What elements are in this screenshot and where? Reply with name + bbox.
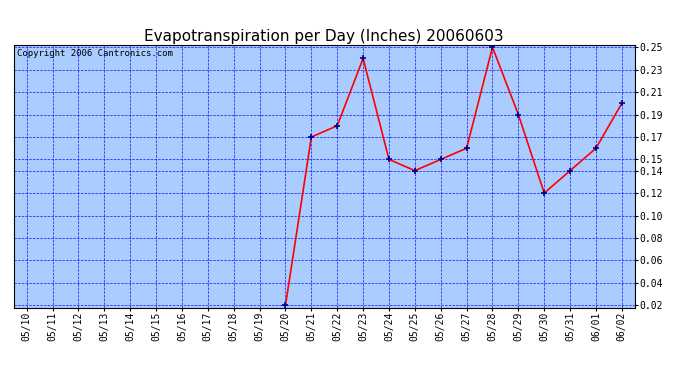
- Text: Copyright 2006 Cantronics.com: Copyright 2006 Cantronics.com: [17, 49, 172, 58]
- Title: Evapotranspiration per Day (Inches) 20060603: Evapotranspiration per Day (Inches) 2006…: [144, 29, 504, 44]
